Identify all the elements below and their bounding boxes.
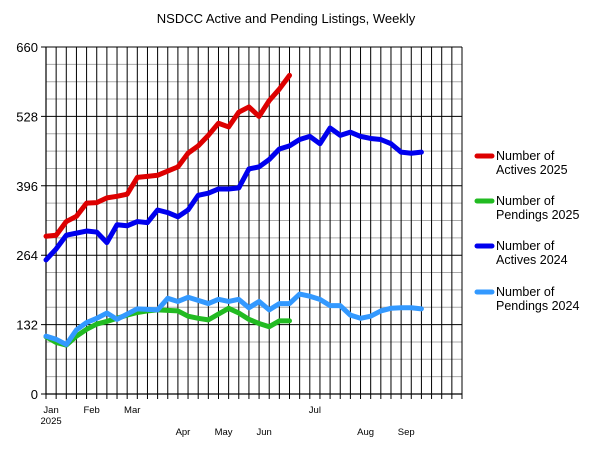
series-lines [43, 72, 424, 348]
series-line [43, 72, 293, 239]
series-line [43, 305, 293, 348]
x-tick-label: 2025 [41, 416, 62, 427]
chart-title: NSDCC Active and Pending Listings, Weekl… [157, 11, 416, 26]
legend-label: Number of Pendings 2025 [496, 194, 579, 222]
legend-label: Number of Pendings 2024 [496, 285, 579, 313]
x-tick-label: Jun [256, 427, 271, 438]
x-tick-label: Aug [357, 427, 374, 438]
x-tick-label: Feb [83, 405, 99, 416]
y-tick-label: 0 [31, 387, 38, 402]
y-tick-label: 396 [16, 179, 38, 194]
y-tick-label: 660 [16, 40, 38, 55]
legend: Number of Actives 2025 Number of Pendings 2… [474, 149, 579, 313]
x-tick-label: Jan [43, 405, 58, 416]
legend-label: Number of Actives 2024 [496, 239, 568, 267]
series-line [43, 125, 424, 263]
x-tick-label: Mar [124, 405, 140, 416]
x-tick-label: May [215, 427, 233, 438]
x-tick-label: Jul [309, 405, 321, 416]
y-tick-label: 528 [16, 109, 38, 124]
y-tick-label: 132 [16, 318, 38, 333]
y-tick-label: 264 [16, 248, 38, 263]
grid [41, 46, 463, 395]
legend-label: Number of Actives 2025 [496, 149, 568, 177]
x-tick-label: Apr [176, 427, 191, 438]
x-tick-label: Sep [398, 427, 415, 438]
series-line [43, 291, 424, 348]
